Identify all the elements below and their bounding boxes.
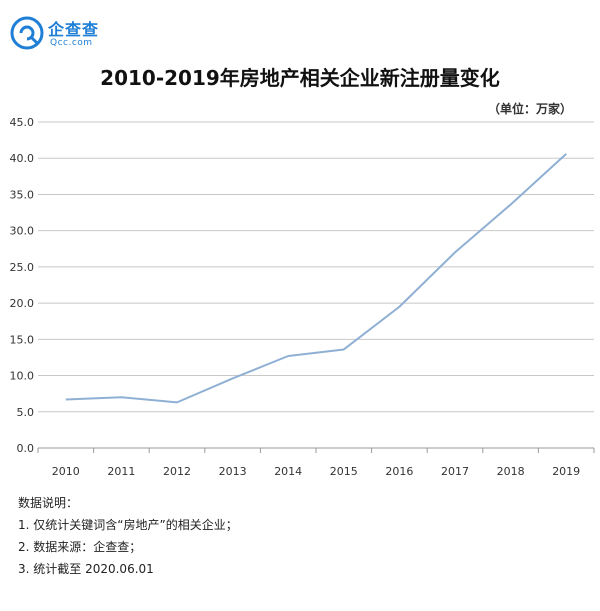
note-line-3: 3. 统计截至 2020.06.01 xyxy=(18,562,154,576)
note-line-2: 2. 数据来源：企查查； xyxy=(18,540,142,554)
y-tick-label: 20.0 xyxy=(10,297,35,310)
x-tick-label: 2016 xyxy=(385,465,413,478)
y-tick-label: 25.0 xyxy=(10,261,35,274)
y-tick-label: 40.0 xyxy=(10,152,35,165)
unit-label: （单位：万家） xyxy=(487,102,572,116)
x-tick-labels: 2010 2011 2012 2013 2014 2015 2016 2017 2018 2019 xyxy=(37,448,595,478)
note-line-1: 1. 仅统计关键词含“房地产”的相关企业； xyxy=(18,518,238,532)
y-tick-label: 15.0 xyxy=(10,333,35,346)
y-tick-label: 30.0 xyxy=(10,225,35,238)
y-tick-label: 5.0 xyxy=(17,406,35,419)
y-tick-label: 45.0 xyxy=(10,116,35,129)
y-tick-labels: 0.0 5.0 10.0 15.0 20.0 25.0 30.0 35.0 40.0 45.0 xyxy=(10,116,35,455)
qcc-logo-icon xyxy=(10,16,44,50)
brand-logo: 企查查 Qcc.com xyxy=(10,14,130,54)
x-tick-label: 2018 xyxy=(497,465,525,478)
y-tick-label: 0.0 xyxy=(17,442,35,455)
gridlines xyxy=(38,121,594,449)
x-tick-label: 2019 xyxy=(552,465,580,478)
y-tick-label: 10.0 xyxy=(10,370,35,383)
series-lines xyxy=(65,153,567,404)
x-tick-label: 2014 xyxy=(274,465,302,478)
brand-name: 企查查 xyxy=(48,20,100,39)
x-tick-label: 2012 xyxy=(163,465,191,478)
notes-heading: 数据说明： xyxy=(18,496,79,510)
notes-block: 数据说明： 1. 仅统计关键词含“房地产”的相关企业； 2. 数据来源：企查查；… xyxy=(18,492,238,580)
x-tick-label: 2010 xyxy=(52,465,80,478)
x-tick-label: 2013 xyxy=(219,465,247,478)
x-tick-label: 2011 xyxy=(107,465,135,478)
x-tick-label: 2015 xyxy=(330,465,358,478)
brand-sub: Qcc.com xyxy=(50,38,93,48)
y-tick-label: 35.0 xyxy=(10,188,35,201)
x-tick-label: 2017 xyxy=(441,465,469,478)
series-line xyxy=(65,153,567,404)
chart-title: 2010-2019年房地产相关企业新注册量变化 xyxy=(100,66,500,90)
